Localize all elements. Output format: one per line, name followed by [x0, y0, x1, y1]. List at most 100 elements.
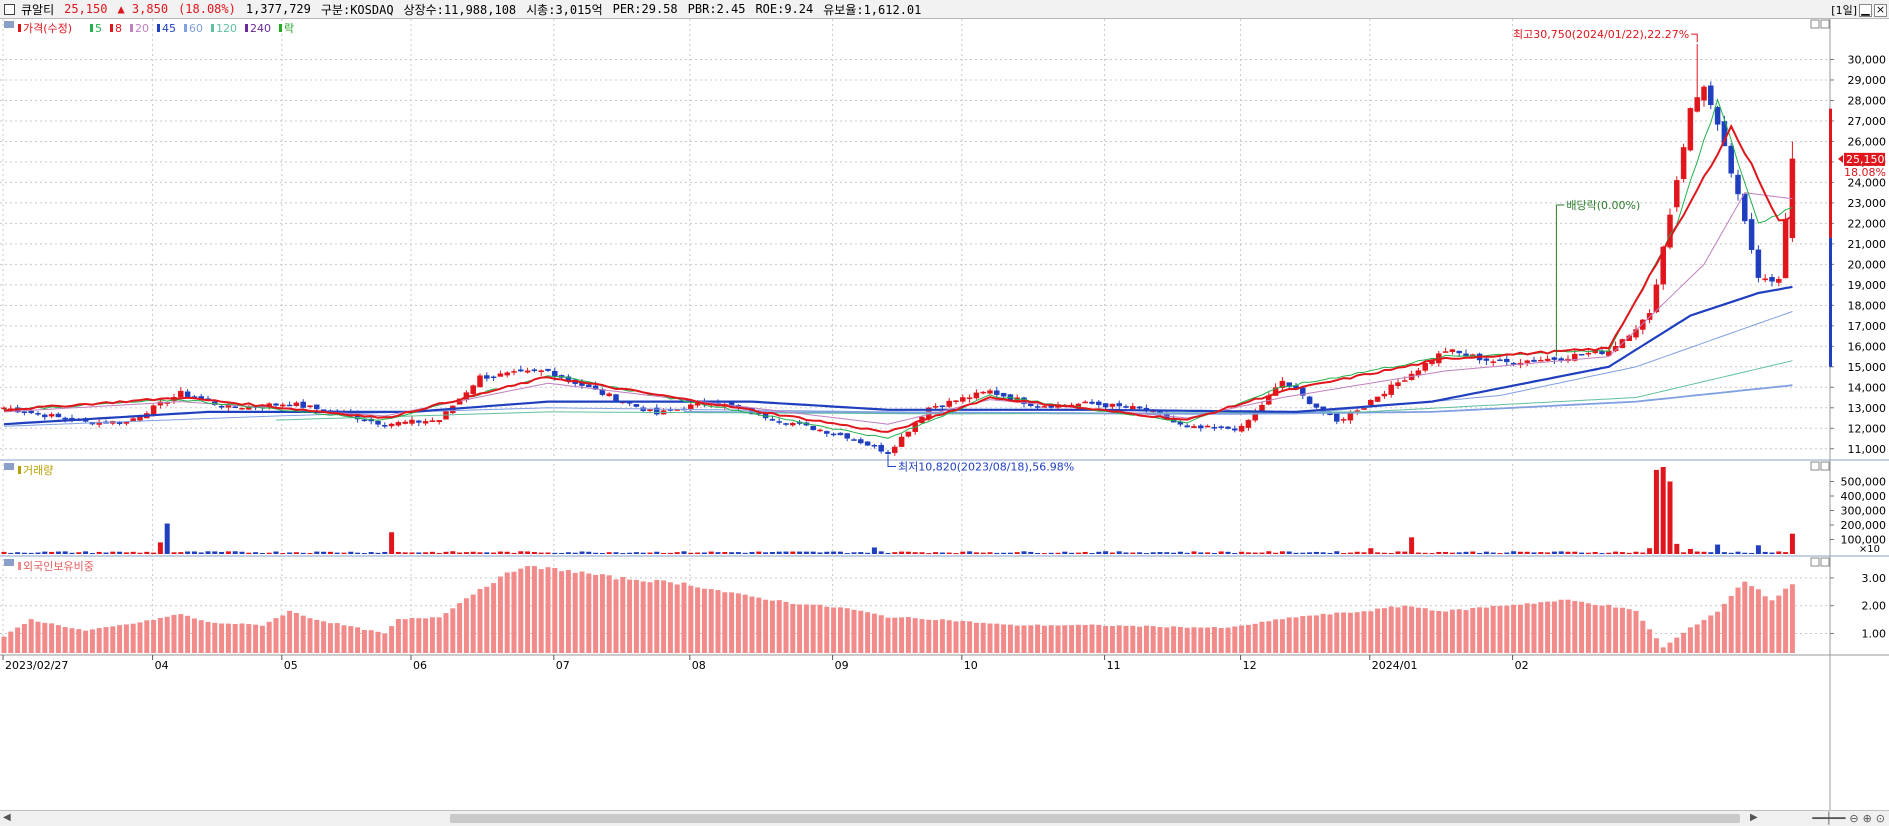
candle-body [422, 421, 429, 424]
candle [1279, 377, 1286, 391]
scroll-thumb[interactable] [450, 814, 1740, 823]
volume-bar [402, 552, 408, 554]
candle [218, 405, 225, 410]
candle [239, 407, 245, 411]
candle-body [844, 433, 850, 439]
volume-bar [980, 552, 986, 554]
volume-bar [429, 551, 435, 554]
horizontal-scrollbar[interactable]: ◀ ▶ ━━┿━━ ⊖ ⊕ ⊙ [0, 810, 1889, 826]
foreign-bar [504, 572, 510, 653]
panel-handle-icon [4, 21, 14, 28]
volume-bar [1089, 552, 1095, 554]
scroll-left-icon[interactable]: ◀ [3, 812, 11, 823]
foreign-bar [1184, 627, 1190, 653]
price-panel-bg [0, 19, 1889, 460]
candle [688, 401, 694, 413]
volume-bar [586, 551, 592, 554]
volume-bar [1368, 548, 1374, 554]
volume-bar [1742, 552, 1748, 554]
candle-body [1599, 351, 1605, 354]
date-tick-label: 2023/02/27 [5, 659, 68, 672]
foreign-bar [1640, 620, 1646, 653]
candle [817, 428, 823, 433]
volume-bar [1429, 553, 1435, 555]
close-icon[interactable]: × [1874, 2, 1887, 17]
zoom-slider-icon[interactable]: ━━┿━━ [1812, 812, 1846, 825]
foreign-bar [1687, 627, 1693, 653]
foreign-bar [980, 622, 986, 653]
candle [871, 443, 878, 449]
volume-bar [708, 551, 714, 554]
zoom-reset-icon[interactable]: ⊙ [1875, 812, 1885, 825]
volume-bar [1653, 469, 1659, 554]
volume-bar [939, 552, 945, 554]
volume-bar [436, 552, 442, 554]
foreign-bar [1565, 599, 1571, 653]
scroll-right-icon[interactable]: ▶ [1750, 812, 1758, 823]
volume-bar [858, 552, 864, 554]
candle [1198, 423, 1204, 432]
foreign-bar [117, 625, 123, 653]
foreign-bar [1266, 621, 1272, 653]
volume-bar [1477, 552, 1483, 554]
high-arrow [1691, 33, 1698, 43]
legend-swatch [279, 24, 282, 32]
period-selector[interactable]: [1일] [1831, 4, 1857, 17]
volume-bar [1239, 551, 1245, 554]
foreign-bar [579, 571, 585, 653]
foreign-bar [967, 621, 973, 653]
candle-body [1463, 353, 1469, 356]
volume-bar [790, 551, 796, 554]
volume-bar [1171, 552, 1177, 554]
candle [905, 431, 912, 438]
volume-bar [1708, 552, 1714, 554]
volume-bar [1082, 551, 1088, 554]
candle [858, 437, 864, 445]
foreign-bar [341, 625, 347, 653]
candle [1748, 212, 1755, 254]
volume-bar [1123, 552, 1129, 554]
date-tick-label: 11 [1107, 659, 1121, 672]
foreign-bar [1041, 625, 1047, 653]
volume-bar [871, 547, 877, 554]
candle [810, 425, 816, 431]
legend-swatch [211, 24, 214, 32]
volume-bar [525, 551, 531, 554]
foreign-bar [749, 596, 755, 653]
foreign-bar [402, 619, 408, 653]
foreign-bar [1592, 604, 1598, 653]
candle-body [1225, 426, 1231, 429]
volume-bar [341, 552, 347, 554]
foreign-bar [1728, 596, 1734, 653]
candle-body [55, 413, 62, 418]
volume-bar [1116, 551, 1122, 554]
foreign-bar [491, 583, 497, 653]
volume-bar [565, 552, 571, 554]
candle-body [1347, 412, 1354, 421]
volume-bar [300, 552, 306, 554]
volume-bar [130, 551, 136, 554]
volume-bar [287, 552, 293, 554]
candle [35, 411, 41, 416]
foreign-bar [307, 618, 313, 653]
volume-bar [1585, 552, 1591, 554]
candle [953, 399, 959, 405]
foreign-bar [1205, 627, 1211, 653]
select-checkbox[interactable] [4, 3, 15, 15]
foreign-bar [477, 588, 483, 653]
foreign-bar [1483, 607, 1489, 653]
zoom-out-icon[interactable]: ⊖ [1849, 812, 1859, 825]
volume-bar [593, 552, 599, 554]
price-tick-label: 22,000 [1848, 217, 1887, 230]
candle [1776, 276, 1782, 287]
foreign-bar [647, 582, 653, 653]
volume-bar [96, 551, 102, 554]
candle [518, 365, 524, 373]
stock-chart[interactable]: 11,000 12,000 13,000 14,000 15,000 16,000 17,0… [0, 19, 1889, 810]
candle-body [28, 410, 34, 414]
candle-body [1510, 362, 1517, 365]
minimize-icon[interactable]: ▁ [1859, 3, 1872, 17]
zoom-in-icon[interactable]: ⊕ [1862, 812, 1872, 825]
candle-body [1082, 401, 1088, 404]
candle-body [1490, 361, 1496, 363]
